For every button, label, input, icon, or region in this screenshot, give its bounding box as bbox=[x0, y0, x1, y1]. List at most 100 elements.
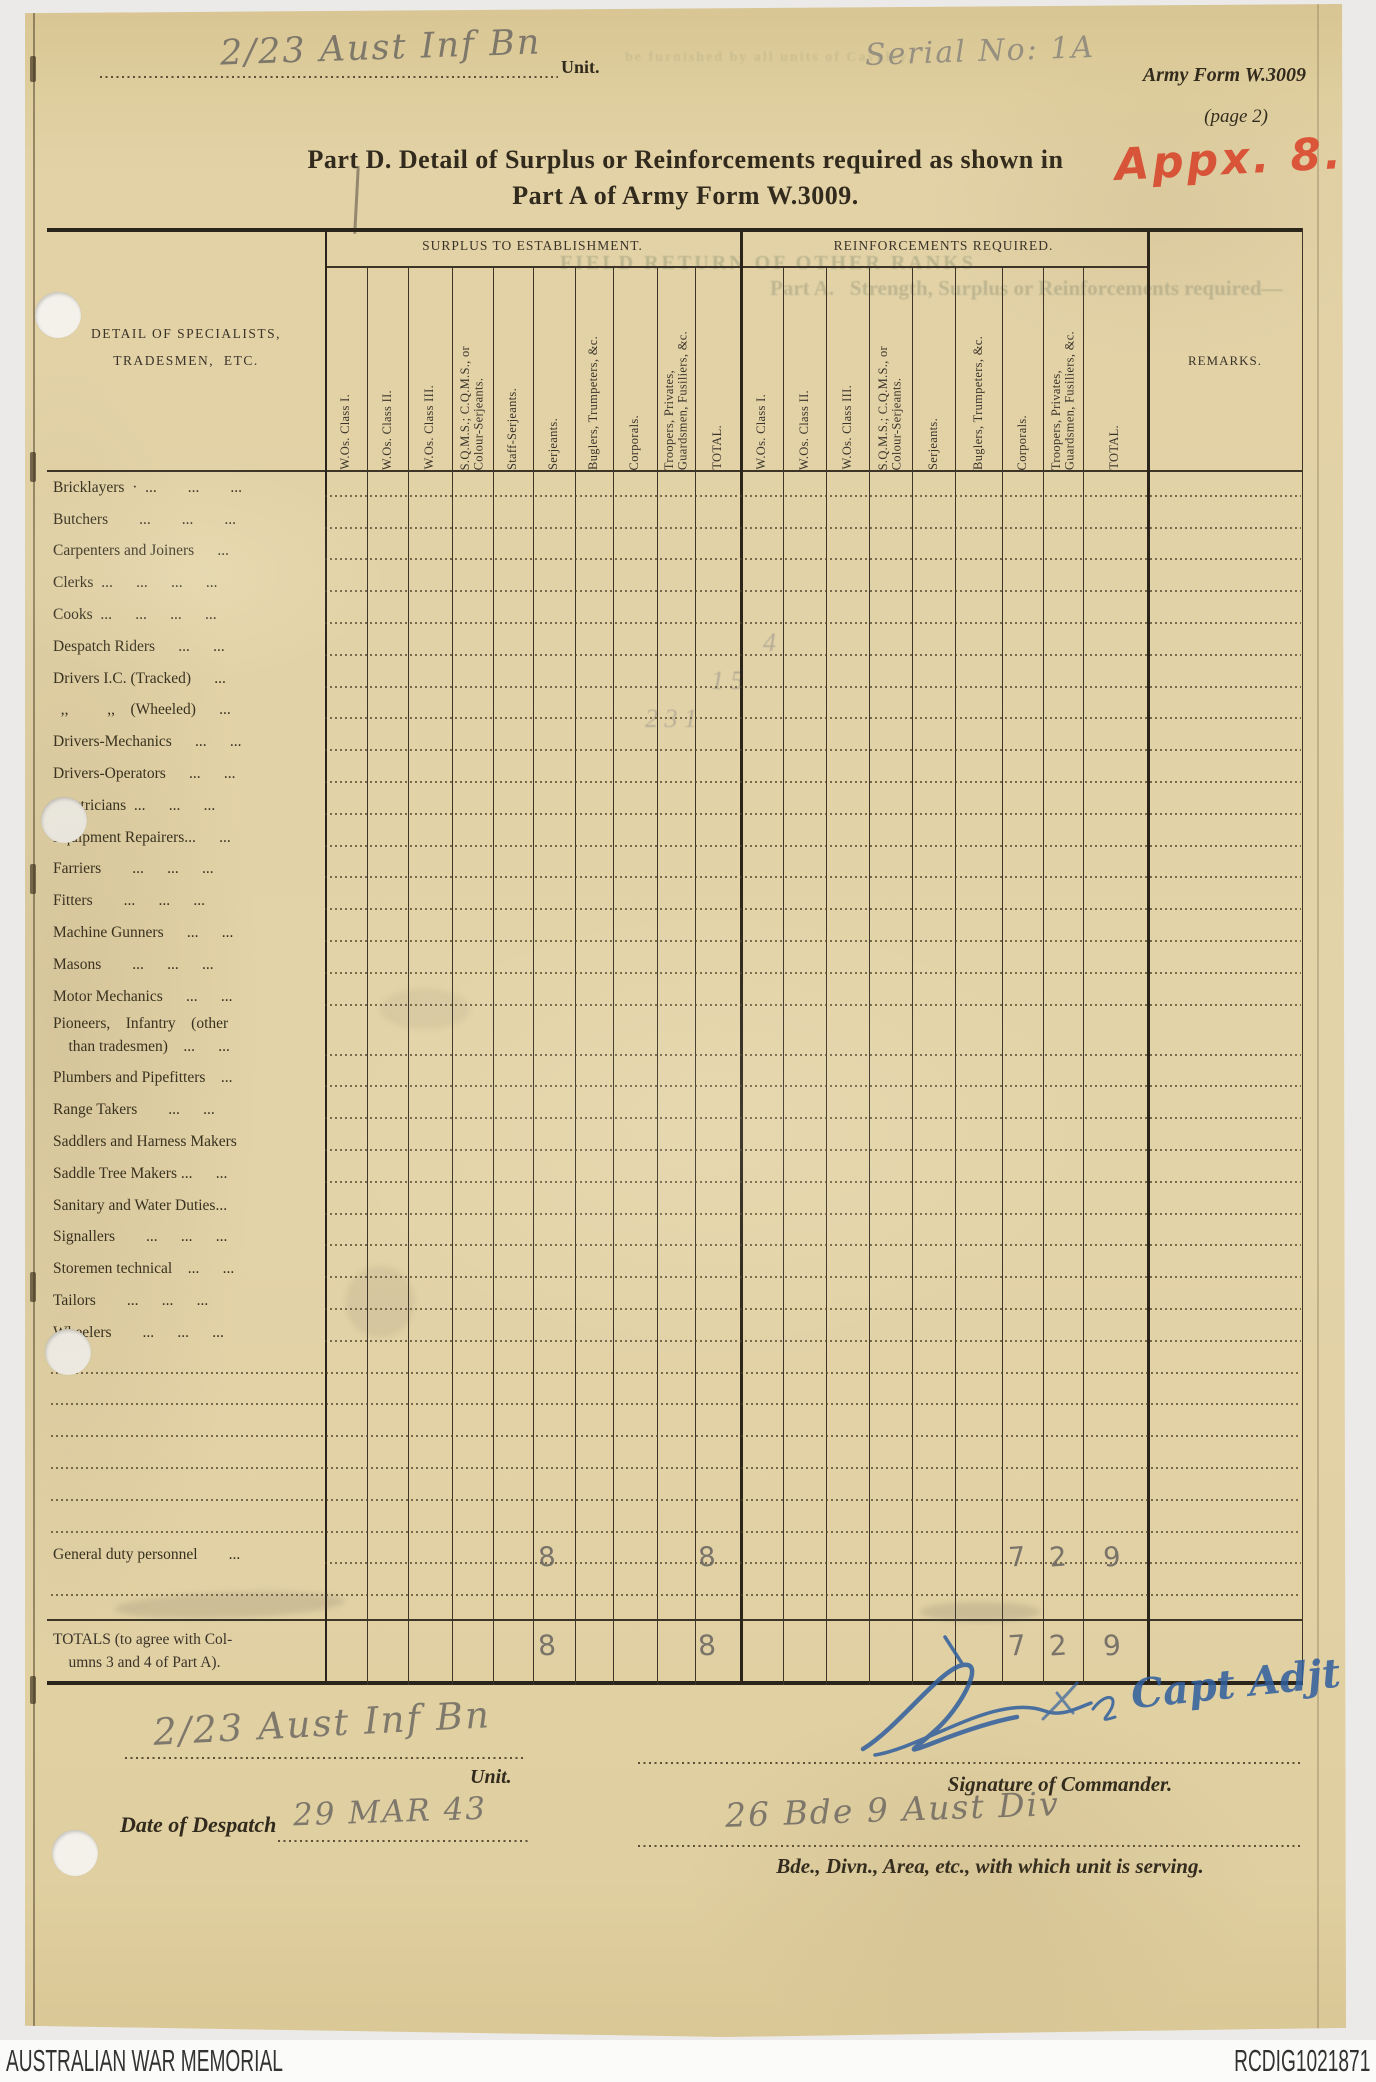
dotted-leader-line bbox=[325, 1148, 1301, 1151]
reinforcements-group-title: REINFORCEMENTS REQUIRED. bbox=[833, 238, 1054, 253]
blank-table-row bbox=[47, 1442, 1303, 1474]
reinforcement-column-header: Troopers, Privates, Guardsmen, Fusiliers… bbox=[1043, 266, 1083, 470]
row-label: Butchers ... ... ... bbox=[53, 510, 236, 528]
row-label: Drivers I.C. (Tracked) ... bbox=[53, 669, 226, 687]
table-row: Bricklayers · ... ... ... bbox=[47, 470, 1303, 502]
row-label: Plumbers and Pipefitters ... bbox=[53, 1069, 233, 1087]
surplus-column-line bbox=[452, 266, 453, 1685]
general-duty-value-reinf-troopers: 2 bbox=[1048, 1541, 1068, 1574]
dotted-leader-line bbox=[325, 653, 1301, 656]
table-row: ,, ,, (Wheeled) ... bbox=[47, 693, 1303, 725]
dotted-leader-line bbox=[325, 1053, 1301, 1056]
surplus-column-header: W.Os. Class III. bbox=[408, 266, 452, 470]
surplus-column-line bbox=[367, 266, 368, 1685]
table-top-border bbox=[47, 228, 1303, 232]
commander-signature-scribble: Capt Adjt bbox=[860, 1635, 1343, 1757]
dotted-leader-line bbox=[325, 1180, 1301, 1183]
table-row: Farriers ... ... ... bbox=[47, 852, 1303, 884]
dotted-leader-line bbox=[325, 685, 1301, 688]
surplus-column-header: W.Os. Class I. bbox=[325, 266, 367, 470]
table-row: Clerks ... ... ... ... bbox=[47, 565, 1303, 597]
row-label: Clerks ... ... ... ... bbox=[53, 574, 218, 592]
row-label: Signallers ... ... ... bbox=[53, 1228, 228, 1246]
reinforcement-column-label: Buglers, Trumpeters, &c. bbox=[970, 336, 985, 470]
dotted-leader-line bbox=[325, 558, 1301, 561]
totals-value-surplus-serjeants: 8 bbox=[536, 1628, 558, 1663]
surplus-column-header: Troopers, Privates, Guardsmen, Fusiliers… bbox=[657, 266, 695, 470]
serving-label: Bde., Divn., Area, etc., with which unit… bbox=[776, 1854, 1204, 1878]
dotted-leader-line bbox=[325, 1562, 1301, 1565]
paper-left-crease bbox=[33, 4, 35, 2037]
totals-top-border bbox=[47, 1619, 1303, 1621]
surplus-column-label: W.Os. Class III. bbox=[422, 385, 437, 470]
unit-label-bottom: Unit. bbox=[470, 1766, 512, 1788]
binding-mark bbox=[30, 56, 36, 82]
surplus-column-line bbox=[613, 266, 614, 1685]
dotted-leader-line bbox=[51, 1530, 1301, 1533]
dotted-leader-line bbox=[325, 749, 1301, 752]
binding-mark bbox=[30, 1272, 36, 1302]
surplus-column-label: Troopers, Privates, Guardsmen, Fusiliers… bbox=[661, 330, 690, 470]
label-column-border bbox=[325, 228, 327, 1685]
row-label: Despatch Riders ... ... bbox=[53, 637, 225, 655]
row-label: Fitters ... ... ... bbox=[53, 892, 205, 910]
surplus-column-header: S.Q.M.S.; C.Q.M.S., or Colour-Serjeants. bbox=[452, 266, 493, 470]
reinforcement-column-line bbox=[955, 266, 956, 1685]
archive-institution: AUSTRALIAN WAR MEMORIAL bbox=[6, 2045, 283, 2079]
table-row: Saddlers and Harness Makers bbox=[47, 1124, 1303, 1156]
row-label: Motor Mechanics ... ... bbox=[53, 987, 233, 1005]
totals-row-label: TOTALS (to agree with Col- umns 3 and 4 … bbox=[53, 1631, 233, 1671]
signature-dotted-line bbox=[638, 1762, 1300, 1764]
dotted-leader-line bbox=[325, 1085, 1301, 1088]
surplus-column-label: Serjeants. bbox=[546, 418, 561, 470]
handwritten-date: 29 MAR 43 bbox=[292, 1790, 488, 1834]
table-row: Machine Gunners ... ... bbox=[47, 915, 1303, 947]
punch-hole bbox=[41, 797, 87, 843]
reinforcement-column-line bbox=[912, 266, 913, 1685]
pencil-smudge bbox=[920, 1602, 1040, 1622]
blank-table-row bbox=[47, 1569, 1303, 1601]
dotted-leader-line bbox=[51, 1371, 1301, 1374]
surplus-group-title: SURPLUS TO ESTABLISHMENT. bbox=[422, 238, 643, 253]
surplus-column-header: Corporals. bbox=[613, 266, 657, 470]
table-row: Sanitary and Water Duties... bbox=[47, 1188, 1303, 1220]
reinforcement-column-label: W.Os. Class II. bbox=[796, 389, 811, 470]
table-row: Wheelers ... ... ... bbox=[47, 1315, 1303, 1347]
dotted-leader-line bbox=[325, 1276, 1301, 1279]
dotted-leader-line bbox=[325, 1117, 1301, 1120]
dotted-leader-line bbox=[325, 971, 1301, 974]
table-row: Motor Mechanics ... ... bbox=[47, 979, 1303, 1011]
dotted-leader-line bbox=[51, 1498, 1301, 1501]
table-row: Fitters ... ... ... bbox=[47, 883, 1303, 915]
dotted-leader-line bbox=[325, 1212, 1301, 1215]
surplus-column-label: W.Os. Class II. bbox=[379, 389, 394, 470]
unit-label-top: Unit. bbox=[561, 57, 600, 77]
reinforcement-column-header: TOTAL. bbox=[1083, 266, 1147, 470]
general-duty-value-reinf-total: 9 bbox=[1102, 1541, 1122, 1574]
handwritten-serial-note: Serial No: 1A bbox=[864, 29, 1096, 74]
surplus-column-header: Buglers, Trumpeters, &c. bbox=[575, 266, 613, 470]
reinforcement-column-label: W.Os. Class I. bbox=[753, 394, 768, 470]
punch-hole bbox=[35, 292, 81, 338]
surplus-column-label: Corporals. bbox=[627, 414, 642, 470]
general-duty-value-surplus-serjeants: 8 bbox=[537, 1541, 557, 1574]
form-title-line2: Part A of Army Form W.3009. bbox=[512, 181, 859, 210]
dotted-leader-line bbox=[51, 1435, 1301, 1438]
date-of-despatch-label: Date of Despatch bbox=[120, 1812, 277, 1837]
general-duty-row: General duty personnel ... bbox=[47, 1538, 1303, 1570]
dotted-leader-line bbox=[325, 812, 1301, 815]
row-label: ,, ,, (Wheeled) ... bbox=[53, 701, 231, 719]
reinforcement-column-header: W.Os. Class II. bbox=[783, 266, 826, 470]
remarks-header: REMARKS. bbox=[1187, 353, 1263, 368]
row-label: Saddlers and Harness Makers bbox=[53, 1132, 237, 1150]
dotted-leader-line bbox=[325, 526, 1301, 529]
reinforcement-column-label: S.Q.M.S.; C.Q.M.S., or Colour-Serjeants. bbox=[876, 345, 904, 470]
general-duty-value-reinf-corporals: 7 bbox=[1007, 1541, 1027, 1574]
table-row: Carpenters and Joiners ... bbox=[47, 534, 1303, 566]
form-paper-sheet: be furnished by all units of Cavalry, FI… bbox=[25, 4, 1346, 2037]
surplus-column-header: Serjeants. bbox=[533, 266, 575, 470]
table-bottom-border bbox=[47, 1681, 1303, 1685]
header-bottom-border bbox=[47, 470, 1303, 472]
row-label: Carpenters and Joiners ... bbox=[53, 542, 230, 560]
